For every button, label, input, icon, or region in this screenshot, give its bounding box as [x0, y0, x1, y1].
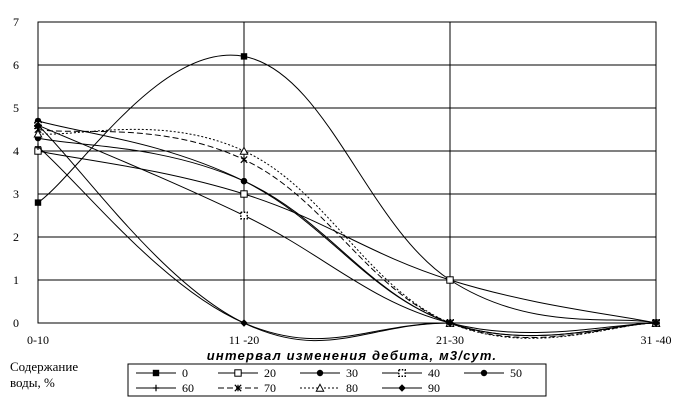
- series-line-60: [37, 146, 656, 340]
- data-point-20: [446, 276, 454, 284]
- series-layer: [33, 53, 661, 342]
- legend-marker-90: [398, 384, 406, 392]
- legend-item-40: 40: [382, 366, 440, 380]
- plot-border: [37, 21, 657, 324]
- series-0: [34, 53, 660, 327]
- x-axis-label: интервал изменения дебита, м3/сут.: [207, 348, 498, 363]
- legend-label: 0: [182, 366, 188, 380]
- legend-title-line1: Содержание: [10, 359, 79, 374]
- legend-label: 80: [346, 381, 358, 395]
- series-50: [34, 134, 660, 337]
- legend: 0 20 30 40 50 60 70 80 90: [127, 363, 547, 397]
- legend-item-50: 50: [464, 366, 522, 380]
- y-tick-label: 3: [13, 187, 19, 201]
- legend-marker-80: [315, 383, 325, 392]
- data-point-80: [239, 146, 249, 155]
- data-point-70: [240, 155, 248, 164]
- legend-marker-20: [234, 369, 242, 377]
- data-point-90: [34, 121, 42, 129]
- series-line-0: [37, 54, 657, 324]
- series-70: [34, 125, 660, 339]
- data-point-90: [652, 319, 660, 327]
- y-tick-label: 5: [13, 101, 19, 115]
- data-point-0: [240, 53, 248, 60]
- legend-label: 90: [428, 381, 440, 395]
- legend-marker-60: [152, 384, 160, 392]
- x-tick-label: 0-10: [27, 333, 49, 347]
- legend-marker-70: [234, 384, 242, 392]
- legend-item-60: 60: [136, 381, 194, 395]
- x-tick-label: 21-30: [436, 333, 464, 347]
- x-tick-label: 31 -40: [641, 333, 672, 347]
- y-tick-label: 6: [13, 58, 19, 72]
- series-60: [34, 143, 660, 340]
- series-line-80: [37, 128, 657, 339]
- series-line-30: [37, 120, 657, 337]
- y-tick-label: 7: [13, 15, 19, 29]
- data-point-40: [240, 211, 248, 220]
- legend-title: Содержание воды, %: [10, 359, 78, 391]
- legend-label: 50: [510, 366, 522, 380]
- legend-marker-40: [398, 369, 406, 377]
- data-point-90: [240, 319, 248, 327]
- data-point-0: [34, 199, 42, 206]
- series-line-90: [37, 124, 656, 342]
- legend-label: 30: [346, 366, 358, 380]
- legend-marker-50: [480, 369, 488, 377]
- series-line-50: [37, 137, 657, 337]
- data-point-50: [240, 177, 248, 185]
- legend-item-0: 0: [136, 366, 188, 380]
- legend-item-80: 80: [300, 381, 358, 395]
- legend-label: 60: [182, 381, 194, 395]
- legend-item-70: 70: [218, 381, 276, 395]
- legend-item-30: 30: [300, 366, 358, 380]
- legend-box: [127, 363, 547, 397]
- data-point-60: [34, 143, 42, 150]
- series-line-20: [37, 150, 657, 324]
- legend-marker-0: [152, 369, 160, 377]
- data-point-80: [33, 129, 43, 138]
- legend-label: 70: [264, 381, 276, 395]
- series-line-40: [37, 124, 657, 334]
- legend-title-line2: воды, %: [10, 375, 55, 390]
- legend-marker-30: [316, 369, 324, 377]
- legend-item-20: 20: [218, 366, 276, 380]
- y-tick-label: 1: [13, 273, 19, 287]
- legend-label: 20: [264, 366, 276, 380]
- y-tick-label: 2: [13, 230, 19, 244]
- legend-label: 40: [428, 366, 440, 380]
- data-point-90: [446, 319, 454, 327]
- series-90: [34, 121, 660, 342]
- legend-item-90: 90: [382, 381, 440, 395]
- y-tick-label: 0: [13, 316, 19, 330]
- series-line-70: [37, 129, 657, 339]
- data-point-20: [240, 190, 248, 198]
- y-tick-label: 4: [13, 144, 19, 158]
- x-tick-label: 11 -20: [229, 333, 260, 347]
- grid-layer: [37, 21, 657, 324]
